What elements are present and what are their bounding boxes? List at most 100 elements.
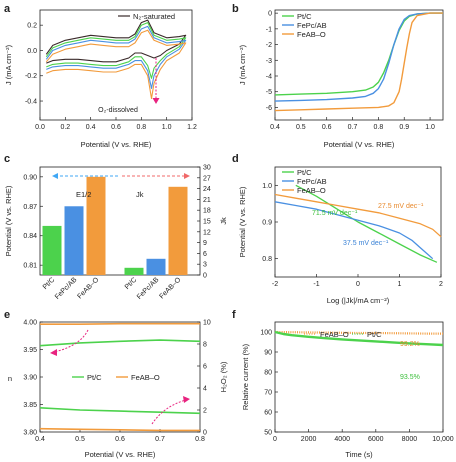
panel-letter-c: c: [4, 153, 10, 165]
y-tick-label-e-left: 3.85: [23, 402, 37, 409]
y-tick-label-e-right: 2: [203, 408, 207, 415]
y-tick-label-e-right: 6: [203, 364, 207, 371]
axis-xlabel-b: Potential (V vs. RHE): [324, 140, 395, 149]
panel-letter-b: b: [232, 3, 239, 15]
end-label-feab: 99.2%: [400, 341, 420, 348]
y-tick-label-c-left: 0.87: [23, 204, 37, 211]
y-tick-label-f: 70: [264, 390, 272, 397]
x-tick-label-a: 1.2: [187, 124, 197, 131]
y-tick-label-d: 0.9: [262, 220, 272, 227]
axis-ylabel-d: Potential (V vs. RHE): [238, 186, 247, 257]
panel-e: 0.4 0.5 0.6 0.7 0.8 4.00 3.95 3.90 3.85 3.80 10 8 6 4…: [8, 320, 228, 460]
panel-letter-d: d: [232, 153, 239, 165]
slope-label-fepc: 37.5 mV dec⁻¹: [343, 240, 389, 247]
x-tick-label-d: 2: [439, 281, 443, 288]
panel-letter-f: f: [232, 309, 236, 321]
slope-label-feab: 27.5 mV dec⁻¹: [378, 203, 424, 210]
y-tick-label-c-left: 0.90: [23, 174, 37, 181]
y-tick-label-a: -0.4: [25, 99, 37, 106]
y-tick-label-e-right: 8: [203, 342, 207, 349]
axis-ylabel-c-right: Jk: [219, 217, 228, 225]
panel-letter-e: e: [4, 309, 10, 321]
rrde-curve-3: [39, 427, 200, 432]
axis-ylabel-f: Relative current (%): [241, 343, 250, 410]
x-tick-label-b: 0.5: [296, 124, 306, 131]
x-tick-label-f: 2000: [301, 436, 317, 443]
x-tick-label-b: 0.6: [322, 124, 332, 131]
arrow-c-left-head: [52, 173, 58, 179]
slope-label-ptc: 71.5 mV dec⁻¹: [312, 210, 358, 217]
x-tick-label-b: 0.7: [348, 124, 358, 131]
y-tick-label-c-right: 0: [203, 273, 207, 280]
category-label-c: FePc/AB: [136, 276, 161, 301]
category-label-c: Pt/C: [42, 276, 57, 291]
bar-jk-1: [146, 258, 166, 275]
x-tick-label-a: 0.4: [86, 124, 96, 131]
label-e-half: E1/2: [76, 190, 91, 199]
y-tick-label-a: 0.2: [27, 23, 37, 30]
x-tick-label-d: 0: [356, 281, 360, 288]
y-tick-label-c-right: 30: [203, 165, 211, 172]
y-tick-label-b: -6: [266, 105, 272, 112]
y-tick-label-c-right: 3: [203, 262, 207, 269]
bar-jk-2: [168, 186, 188, 275]
x-tick-label-f: 10,000: [432, 436, 454, 443]
axis-xlabel-a: Potential (V vs. RHE): [81, 140, 152, 149]
x-tick-label-b: 0.8: [374, 124, 384, 131]
cv-curve-2: [45, 25, 187, 89]
tafel-ptc: [295, 184, 438, 263]
arrow-e-left-line: [53, 329, 89, 353]
x-tick-label-e: 0.7: [155, 436, 165, 443]
bar-e-half-2: [86, 176, 106, 275]
x-tick-label-f: 8000: [402, 436, 418, 443]
panel-d: -2 -1 0 1 2 1.0 0.9 0.8 Pt/C FePc/AB FeAB–O 71.…: [238, 166, 443, 305]
x-tick-label-a: 0.8: [136, 124, 146, 131]
cv-curve-3: [45, 29, 187, 100]
rrde-curve-1: [40, 322, 200, 326]
y-tick-label-e-right: 4: [203, 386, 207, 393]
y-tick-label-c-right: 27: [203, 175, 211, 182]
arrow-e-right-head: [183, 396, 190, 403]
y-tick-label-f: 80: [264, 370, 272, 377]
legend-d: Pt/C FePc/AB FeAB–O: [282, 168, 327, 195]
y-tick-label-e-left: 3.80: [23, 430, 37, 437]
y-tick-label-c-right: 21: [203, 197, 211, 204]
axis-ylabel-e-right: H₂O₂ (%): [219, 361, 228, 392]
x-tick-label-f: 4000: [334, 436, 350, 443]
tafel-feabo: [274, 193, 442, 238]
panel-a-frame: [39, 9, 193, 121]
y-tick-label-c-right: 12: [203, 229, 211, 236]
x-tick-label-b: 0.9: [399, 124, 409, 131]
y-tick-label-c-right: 24: [203, 186, 211, 193]
y-tick-label-b: -2: [266, 42, 272, 49]
y-tick-label-c-right: 18: [203, 208, 211, 215]
arrow-e-right-line: [151, 399, 187, 425]
legend-e-label-feab: FeAB–O: [131, 373, 160, 382]
tafel-fepcab: [274, 201, 434, 260]
panel-b: 0.4 0.5 0.6 0.7 0.8 0.9 1.0 0 -1 -2 -3 -4 -5 -6 Pt/C …: [238, 9, 444, 149]
x-tick-label-e: 0.6: [115, 436, 125, 443]
arrow-e-left-head: [50, 349, 57, 356]
panel-b-frame: [274, 9, 444, 121]
axis-ylabel-a: J (mA cm⁻²): [4, 44, 13, 85]
category-label-c: FeAB–O: [158, 276, 182, 300]
category-label-c: Pt/C: [124, 276, 139, 291]
y-tick-label-e-left: 4.00: [23, 320, 37, 327]
y-tick-label-e-left: 3.95: [23, 347, 37, 354]
annotation-o2: O₂-dissolved: [98, 107, 138, 114]
legend-f-label-feab: FeAB–O: [320, 330, 349, 339]
y-tick-label-f: 90: [264, 350, 272, 357]
x-tick-label-f: 0: [273, 436, 277, 443]
arrow-a-head: [152, 98, 160, 104]
y-tick-label-b: 0: [268, 11, 272, 18]
axis-xlabel-d: Log (|Jk|/mA cm⁻²): [327, 296, 390, 305]
legend-e-label-ptc: Pt/C: [87, 373, 102, 382]
stability-ptc: [274, 330, 444, 347]
panel-a: 0.0 0.2 0.4 0.6 0.8 1.0 1.2 0.2 0.0 -0.2 -0.4 N₂-s…: [4, 9, 197, 149]
x-tick-label-d: -2: [272, 281, 278, 288]
legend-e: Pt/C FeAB–O: [72, 373, 160, 382]
legend-b-label-ptc: Pt/C: [297, 12, 312, 21]
panel-letter-a: a: [4, 3, 11, 15]
y-tick-label-b: -1: [266, 26, 272, 33]
panel-f-frame: [274, 321, 444, 433]
